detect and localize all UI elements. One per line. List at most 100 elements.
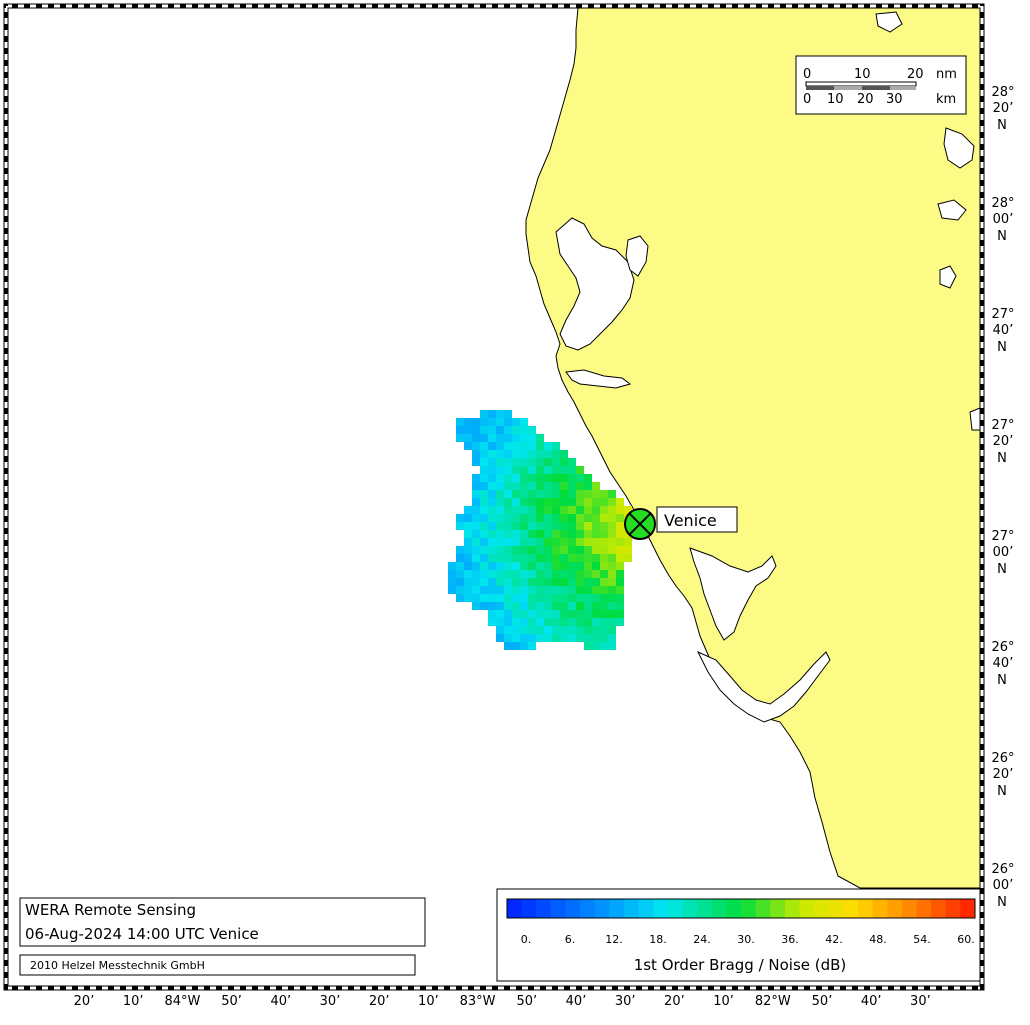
coverage-cell bbox=[560, 506, 568, 514]
coverage-cell bbox=[472, 562, 480, 570]
coverage-cell bbox=[496, 506, 504, 514]
coverage-cell bbox=[528, 530, 536, 538]
coverage-cell bbox=[560, 450, 568, 458]
coverage-cell bbox=[592, 498, 600, 506]
coverage-cell bbox=[568, 610, 576, 618]
coverage-cell bbox=[584, 490, 592, 498]
coverage-cell bbox=[616, 530, 624, 538]
coverage-cell bbox=[528, 514, 536, 522]
coverage-cell bbox=[568, 490, 576, 498]
coverage-cell bbox=[568, 458, 576, 466]
coverage-cell bbox=[592, 554, 600, 562]
coverage-cell bbox=[448, 570, 456, 578]
coverage-cell bbox=[544, 466, 552, 474]
coverage-cell bbox=[472, 498, 480, 506]
coverage-cell bbox=[464, 442, 472, 450]
coverage-cell bbox=[472, 490, 480, 498]
coverage-cell bbox=[576, 538, 584, 546]
coverage-cell bbox=[608, 602, 616, 610]
coverage-cell bbox=[560, 474, 568, 482]
coverage-cell bbox=[552, 466, 560, 474]
coverage-cell bbox=[536, 618, 544, 626]
lake-east-2 bbox=[937, 199, 967, 221]
coverage-cell bbox=[576, 594, 584, 602]
coverage-cell bbox=[536, 466, 544, 474]
coverage-cell bbox=[568, 570, 576, 578]
coverage-cell bbox=[576, 474, 584, 482]
coverage-cell bbox=[624, 554, 632, 562]
longitude-label: 10’ bbox=[418, 994, 439, 1009]
coverage-cell bbox=[504, 490, 512, 498]
coverage-cell bbox=[592, 618, 600, 626]
coverage-cell bbox=[488, 586, 496, 594]
coverage-cell bbox=[536, 450, 544, 458]
coverage-cell bbox=[552, 530, 560, 538]
coverage-cell bbox=[544, 514, 552, 522]
station-venice[interactable]: Venice bbox=[624, 506, 738, 540]
coverage-cell bbox=[560, 458, 568, 466]
coverage-cell bbox=[456, 594, 464, 602]
coverage-cell bbox=[480, 474, 488, 482]
coverage-cell bbox=[536, 442, 544, 450]
coverage-cell bbox=[504, 530, 512, 538]
coverage-cell bbox=[536, 634, 544, 642]
svg-text:N: N bbox=[997, 673, 1007, 688]
svg-text:27°: 27° bbox=[991, 529, 1014, 544]
coverage-cell bbox=[512, 634, 520, 642]
coverage-cell bbox=[496, 466, 504, 474]
coverage-cell bbox=[536, 490, 544, 498]
coverage-cell bbox=[488, 610, 496, 618]
coverage-cell bbox=[616, 578, 624, 586]
coverage-cell bbox=[488, 522, 496, 530]
scale-bar: 0 10 20 nm 0 10 20 30 km bbox=[795, 55, 967, 115]
coverage-cell bbox=[528, 466, 536, 474]
coverage-cell bbox=[512, 474, 520, 482]
coverage-cell bbox=[504, 514, 512, 522]
colorbar-swatch bbox=[887, 899, 903, 918]
coverage-cell bbox=[472, 450, 480, 458]
coverage-cell bbox=[488, 570, 496, 578]
colorbar-tick-label: 0. bbox=[521, 933, 532, 946]
colorbar-swatch bbox=[521, 899, 537, 918]
coverage-cell bbox=[528, 490, 536, 498]
coverage-cell bbox=[496, 586, 504, 594]
coverage-cell bbox=[520, 594, 528, 602]
coverage-cell bbox=[528, 474, 536, 482]
coverage-cell bbox=[512, 458, 520, 466]
coverage-cell bbox=[504, 522, 512, 530]
coverage-cell bbox=[488, 514, 496, 522]
coverage-cell bbox=[488, 530, 496, 538]
tampa-bay-north-arm bbox=[625, 235, 649, 277]
coverage-cell bbox=[600, 610, 608, 618]
coverage-cell bbox=[504, 466, 512, 474]
coverage-cell bbox=[512, 610, 520, 618]
coverage-cell bbox=[520, 490, 528, 498]
coverage-cell bbox=[544, 546, 552, 554]
coverage-cell bbox=[464, 506, 472, 514]
coverage-cell bbox=[576, 570, 584, 578]
coverage-cell bbox=[560, 610, 568, 618]
colorbar-swatch bbox=[638, 899, 654, 918]
coverage-cell bbox=[528, 554, 536, 562]
svg-text:N: N bbox=[997, 784, 1007, 799]
coverage-cell bbox=[480, 554, 488, 562]
coverage-cell bbox=[520, 442, 528, 450]
coverage-cell bbox=[520, 538, 528, 546]
longitude-label: 30’ bbox=[615, 994, 636, 1009]
coverage-cell bbox=[480, 506, 488, 514]
coverage-cell bbox=[568, 618, 576, 626]
coverage-cell bbox=[544, 634, 552, 642]
coverage-cell bbox=[560, 498, 568, 506]
colorbar-swatch bbox=[799, 899, 815, 918]
coverage-cell bbox=[512, 546, 520, 554]
coverage-cell bbox=[544, 594, 552, 602]
colorbar-swatch bbox=[858, 899, 874, 918]
coverage-cell bbox=[584, 498, 592, 506]
coverage-cell bbox=[560, 466, 568, 474]
coverage-cell bbox=[528, 586, 536, 594]
lake-north bbox=[875, 11, 903, 33]
coverage-cell bbox=[504, 642, 512, 650]
coverage-cell bbox=[528, 634, 536, 642]
coverage-cell bbox=[624, 538, 632, 546]
coverage-cell bbox=[488, 474, 496, 482]
